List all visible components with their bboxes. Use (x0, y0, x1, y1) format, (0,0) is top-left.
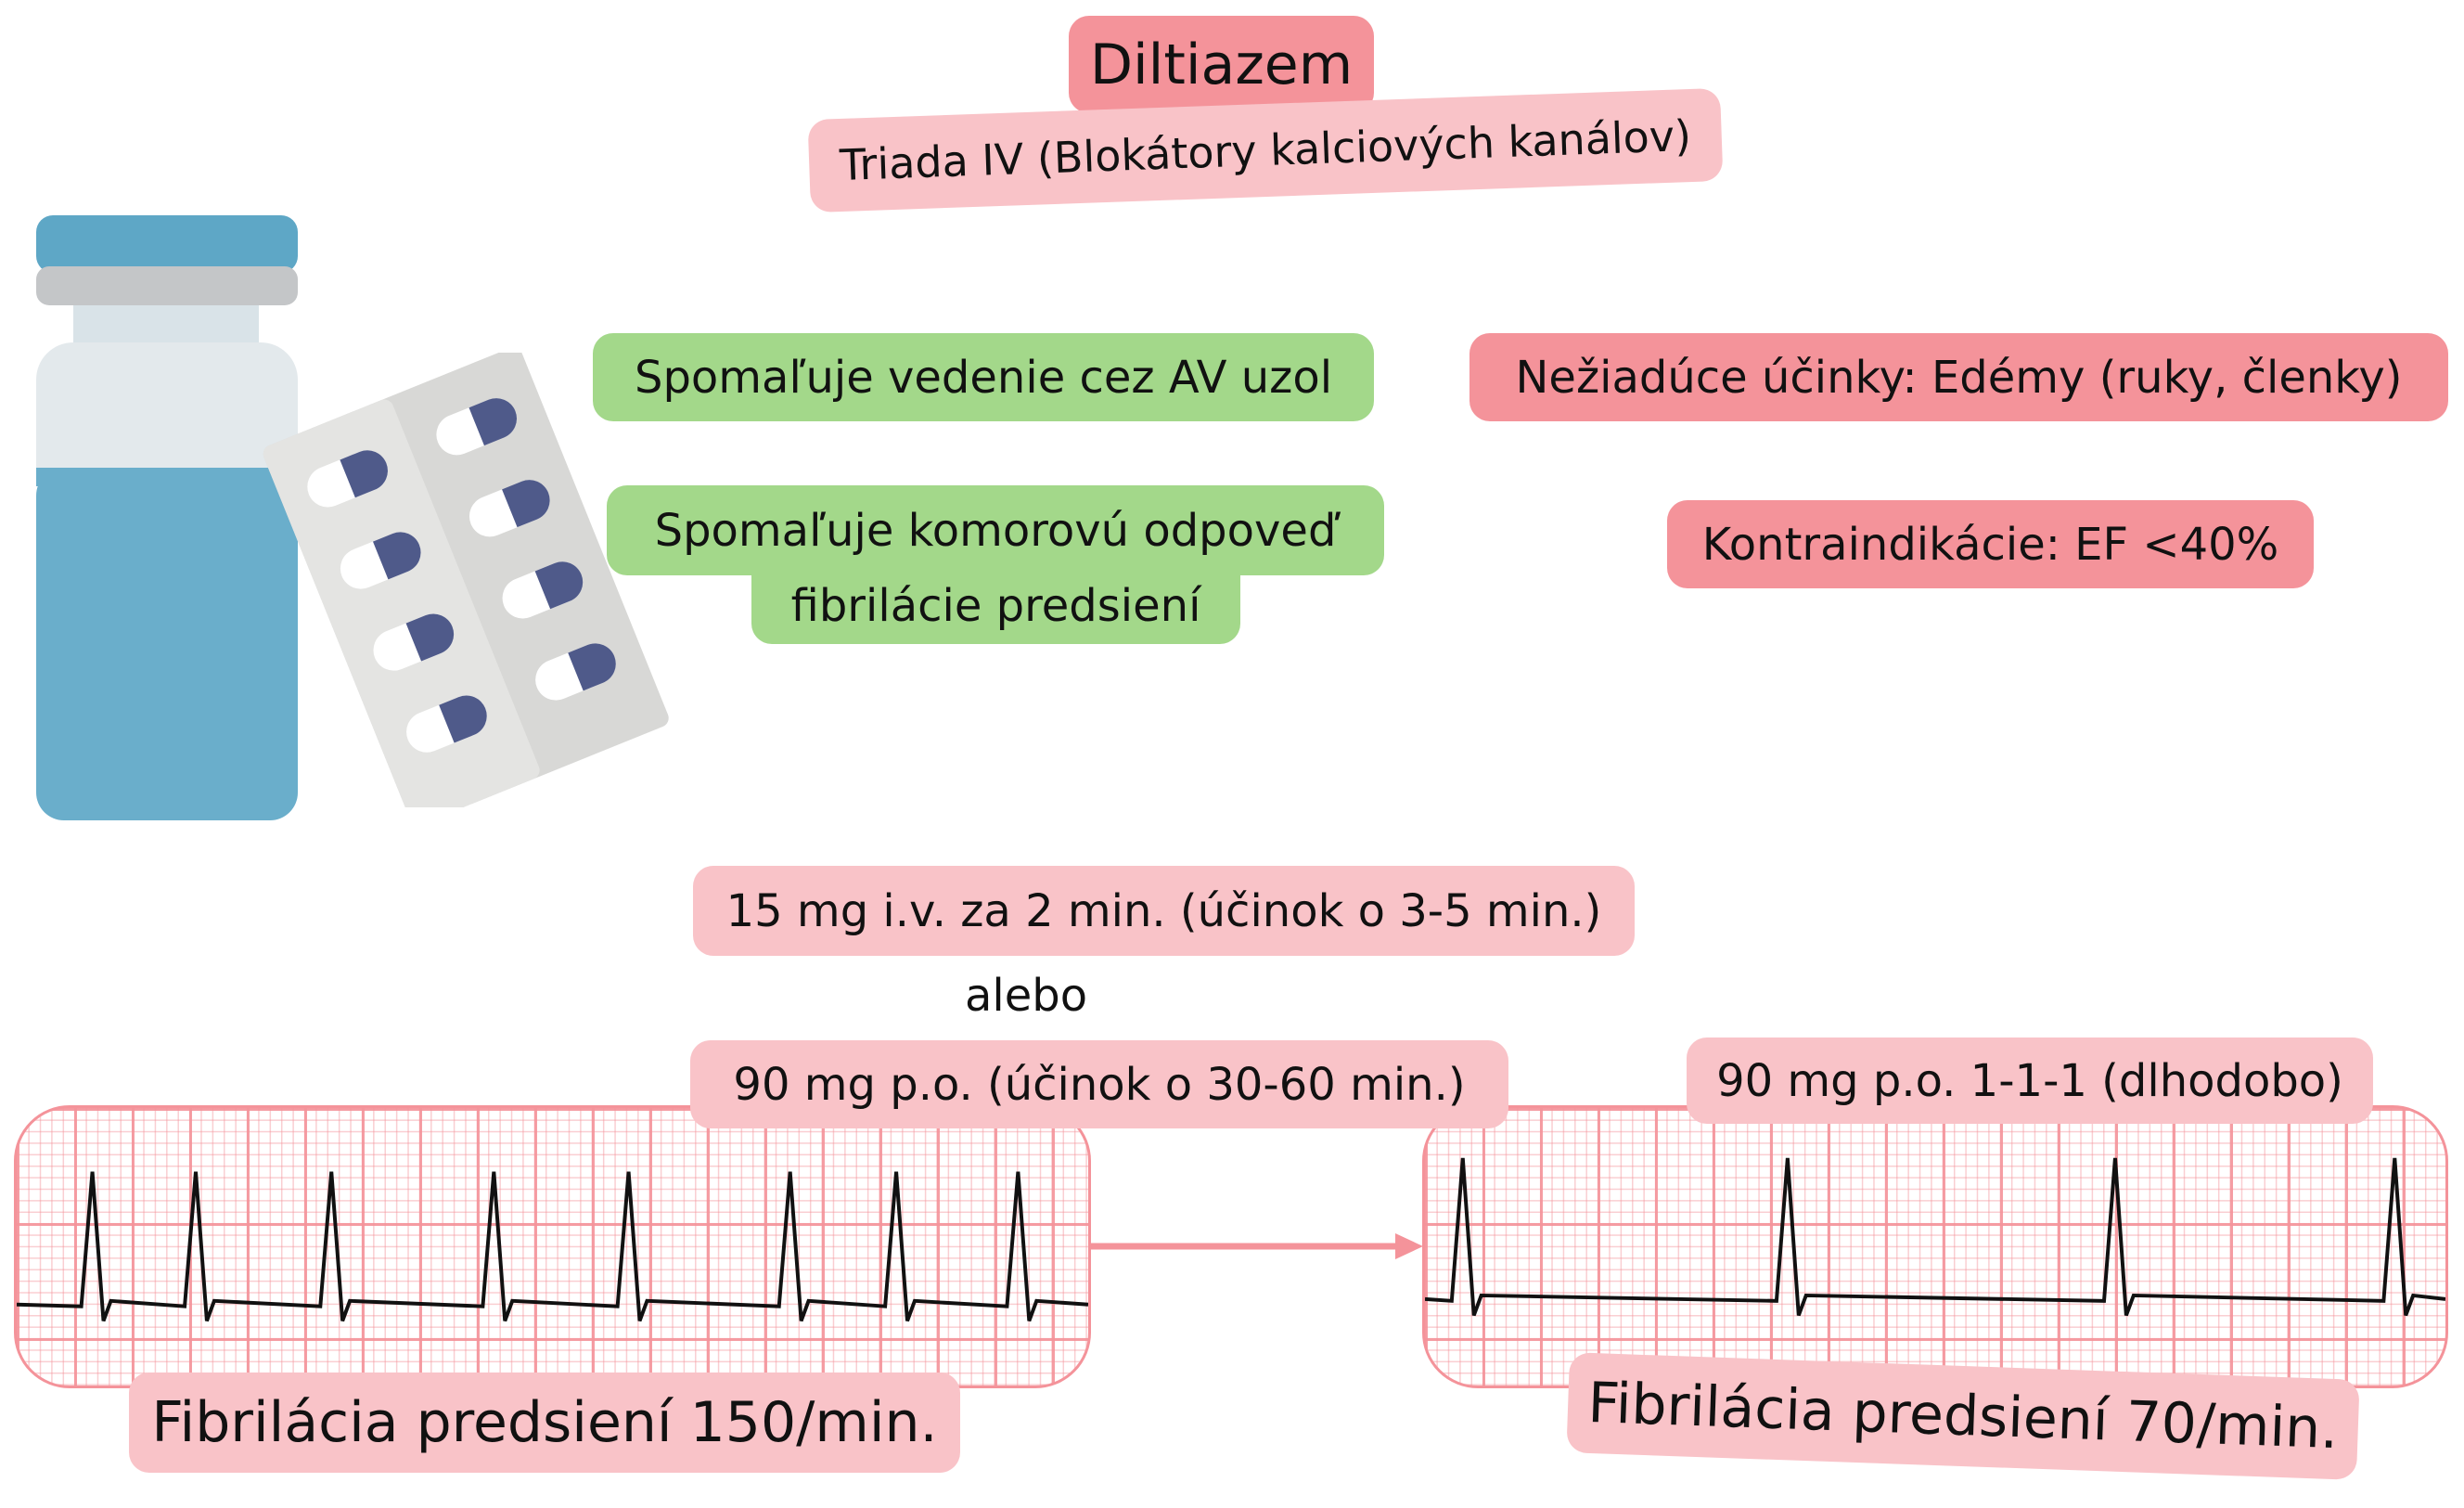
effect-av-node: Spomaľuje vedenie cez AV uzol (593, 333, 1374, 421)
alternative-label: alebo (965, 970, 1088, 1022)
pill (406, 695, 487, 753)
drug-title: Diltiazem (1069, 16, 1374, 113)
dose-long-term: 90 mg p.o. 1-1-1 (dlhodobo) (1687, 1038, 2373, 1124)
ecg-before-label: Fibrilácia predsiení 150/min. (129, 1373, 960, 1473)
dose-iv: 15 mg i.v. za 2 min. (účinok o 3-5 min.) (693, 866, 1635, 956)
pill-blister-illustration (263, 353, 669, 807)
pill (502, 561, 584, 619)
effect-ventricular-response-line1: Spomaľuje komorovú odpoveď (607, 485, 1384, 575)
ecg-strip-before (14, 1105, 1091, 1388)
arrow-icon (1091, 1233, 1423, 1259)
ecg-trace (1425, 1157, 2445, 1317)
pill (340, 532, 421, 589)
pill (436, 398, 518, 456)
ecg-strip-after (1422, 1105, 2448, 1388)
effect-ventricular-response-line2: fibrilácie predsiení (751, 568, 1240, 644)
pill (535, 643, 616, 701)
vial-illustration (36, 215, 298, 820)
pill (373, 613, 455, 671)
drug-class-label: Triada IV (Blokátory kalciových kanálov) (807, 87, 1724, 213)
pill (307, 450, 388, 508)
pill (468, 480, 550, 537)
ecg-trace (17, 1171, 1088, 1322)
adverse-effects-label: Nežiadúce účinky: Edémy (ruky, členky) (1469, 333, 2448, 421)
dose-po: 90 mg p.o. (účinok o 30-60 min.) (690, 1040, 1508, 1128)
contraindication-label: Kontraindikácie: EF <40% (1667, 500, 2314, 588)
